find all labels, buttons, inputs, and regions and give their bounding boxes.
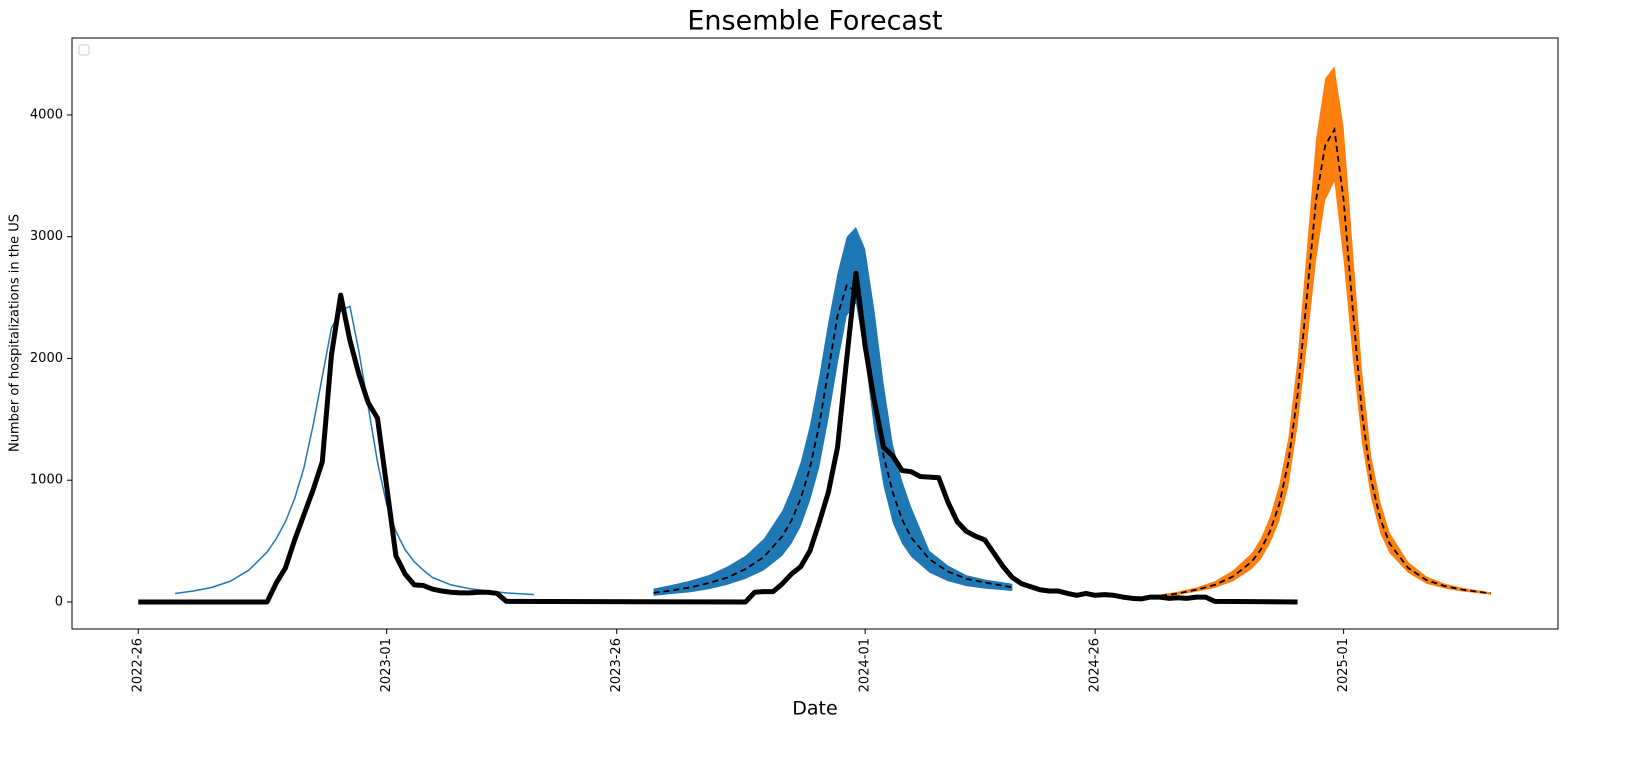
legend-box: [78, 44, 90, 56]
forecast-band: [653, 226, 1013, 596]
forecast-median: [653, 283, 1013, 594]
chart-title: Ensemble Forecast: [687, 6, 942, 37]
forecast-median: [1141, 126, 1491, 599]
series-line: [138, 270, 1298, 605]
plot-frame: [71, 37, 1559, 630]
x-tick-label: 2023-01: [379, 638, 394, 692]
x-axis-label: Date: [792, 698, 837, 720]
x-tick-label: 2025-01: [1336, 638, 1351, 692]
x-tick-label: 2024-01: [858, 638, 873, 692]
y-axis-label: Number of hospitalizations in the US: [8, 214, 23, 452]
forecast-band: [1141, 66, 1491, 599]
y-tick-label: 0: [55, 594, 63, 609]
y-tick-label: 3000: [30, 229, 63, 244]
x-tick-label: 2022-26: [131, 638, 146, 692]
series-line: [174, 305, 534, 596]
y-tick-label: 4000: [30, 107, 63, 122]
plot-area: [138, 66, 1491, 605]
y-tick-label: 2000: [30, 351, 63, 366]
x-tick-label: 2023-26: [609, 638, 624, 692]
x-tick-label: 2024-26: [1088, 638, 1103, 692]
y-tick-label: 1000: [30, 473, 63, 488]
